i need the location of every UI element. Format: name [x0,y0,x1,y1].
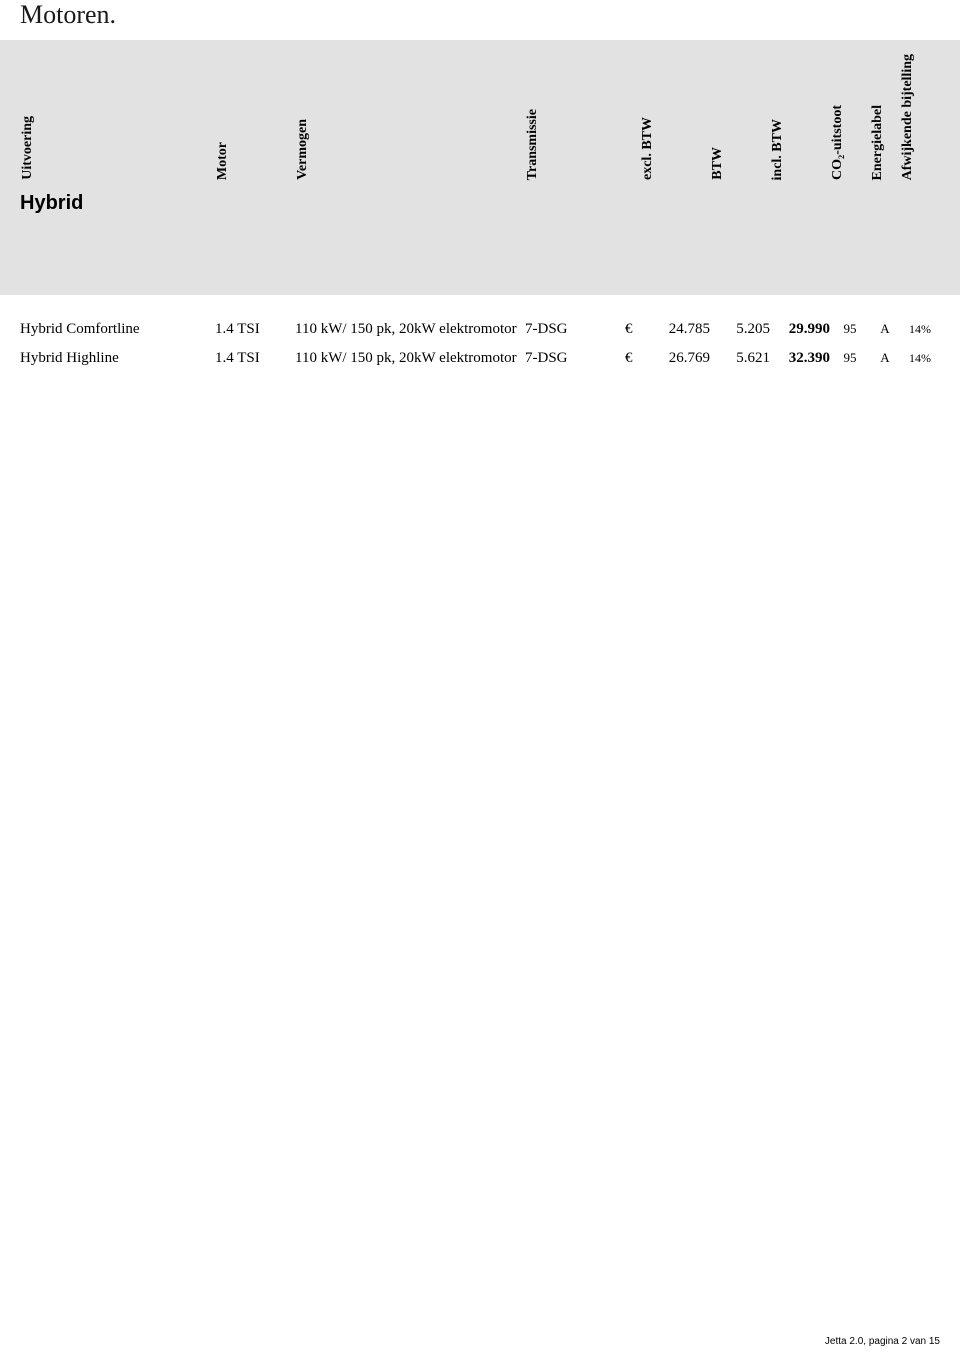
cell-energie: A [870,321,900,337]
page-title: Motoren. [0,0,960,40]
cell-currency: € [625,350,640,367]
cell-bijtelling: 14% [900,351,940,366]
cell-exclbtw: 26.769 [640,350,710,367]
header-vermogen: Vermogen [295,117,311,180]
table-row: Hybrid Comfortline 1.4 TSI 110 kW/ 150 p… [20,315,940,344]
cell-transmissie: 7-DSG [525,321,625,338]
table-header-band: Uitvoering Motor Vermogen Transmissie ex… [0,40,960,188]
cell-uitvoering: Hybrid Comfortline [20,321,215,338]
cell-currency: € [625,321,640,338]
cell-bijtelling: 14% [900,322,940,337]
cell-vermogen: 110 kW/ 150 pk, 20kW elektromotor [295,321,525,338]
page-footer: Jetta 2.0, pagina 2 van 15 [825,1336,940,1347]
table-body: Hybrid Comfortline 1.4 TSI 110 kW/ 150 p… [0,295,960,373]
cell-btw: 5.205 [710,321,770,338]
cell-uitvoering: Hybrid Highline [20,350,215,367]
cell-inclbtw: 32.390 [770,350,830,367]
header-uitvoering: Uitvoering [20,114,36,180]
section-heading: Hybrid [0,188,960,295]
cell-co2: 95 [830,321,870,337]
cell-vermogen: 110 kW/ 150 pk, 20kW elektromotor [295,350,525,367]
cell-co2: 95 [830,350,870,366]
header-exclbtw: excl. BTW [640,115,656,180]
header-bijtelling: Afwijkende bijtelling [900,52,916,180]
header-energie: Energielabel [870,103,886,180]
cell-motor: 1.4 TSI [215,350,295,367]
header-motor: Motor [215,140,231,180]
cell-energie: A [870,350,900,366]
header-btw: BTW [710,145,726,180]
cell-btw: 5.621 [710,350,770,367]
header-transmissie: Transmissie [525,107,541,180]
header-co2: CO₂-uitstoot [830,103,846,180]
cell-inclbtw: 29.990 [770,321,830,338]
table-header-row: Uitvoering Motor Vermogen Transmissie ex… [20,70,940,180]
cell-motor: 1.4 TSI [215,321,295,338]
page-container: Motoren. Uitvoering Motor Vermogen Trans… [0,0,960,1367]
cell-transmissie: 7-DSG [525,350,625,367]
table-row: Hybrid Highline 1.4 TSI 110 kW/ 150 pk, … [20,344,940,373]
cell-exclbtw: 24.785 [640,321,710,338]
header-inclbtw: incl. BTW [770,117,786,180]
